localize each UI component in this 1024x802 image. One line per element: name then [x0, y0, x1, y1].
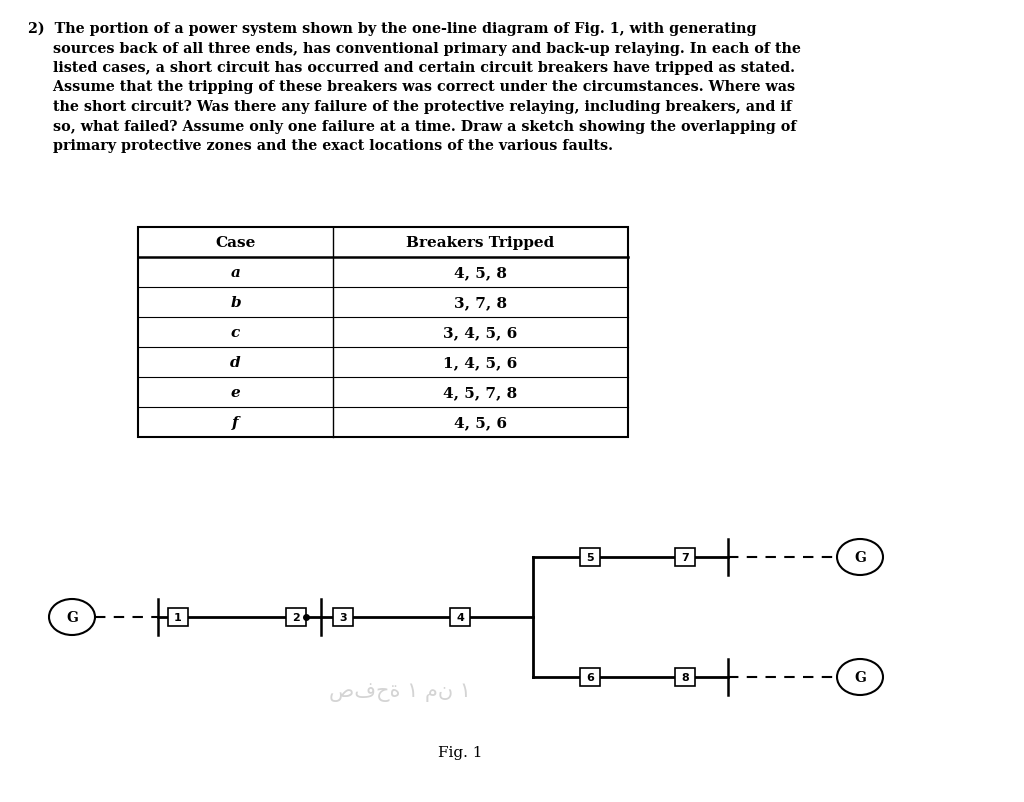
Text: صفحة ١ من ١: صفحة ١ من ١	[329, 681, 471, 701]
Ellipse shape	[49, 599, 95, 635]
Text: Fig. 1: Fig. 1	[437, 745, 482, 759]
Text: e: e	[230, 386, 241, 399]
Text: d: d	[230, 355, 241, 370]
Text: so, what failed? Assume only one failure at a time. Draw a sketch showing the ov: so, what failed? Assume only one failure…	[28, 119, 797, 133]
Text: 7: 7	[681, 553, 689, 562]
Text: listed cases, a short circuit has occurred and certain circuit breakers have tri: listed cases, a short circuit has occurr…	[28, 61, 795, 75]
Bar	[168, 608, 188, 626]
Text: Breakers Tripped: Breakers Tripped	[407, 236, 555, 249]
Text: 8: 8	[681, 672, 689, 683]
Text: primary protective zones and the exact locations of the various faults.: primary protective zones and the exact l…	[28, 139, 613, 153]
Bar	[450, 608, 470, 626]
Text: 4, 5, 8: 4, 5, 8	[454, 265, 507, 280]
Text: 3: 3	[339, 612, 347, 622]
Text: G: G	[67, 610, 78, 624]
Text: Case: Case	[215, 236, 256, 249]
Text: G: G	[854, 670, 866, 684]
Text: 4: 4	[456, 612, 464, 622]
Text: 6: 6	[586, 672, 594, 683]
Text: f: f	[232, 415, 239, 429]
Text: 1, 4, 5, 6: 1, 4, 5, 6	[443, 355, 517, 370]
Bar	[286, 608, 306, 626]
Text: 3, 7, 8: 3, 7, 8	[454, 296, 507, 310]
Text: Assume that the tripping of these breakers was correct under the circumstances. : Assume that the tripping of these breake…	[28, 80, 795, 95]
Text: 4, 5, 6: 4, 5, 6	[454, 415, 507, 429]
Text: b: b	[230, 296, 241, 310]
Bar	[580, 668, 600, 687]
Ellipse shape	[837, 659, 883, 695]
Bar	[675, 549, 695, 566]
Text: the short circuit? Was there any failure of the protective relaying, including b: the short circuit? Was there any failure…	[28, 100, 792, 114]
Text: 3, 4, 5, 6: 3, 4, 5, 6	[443, 326, 517, 339]
Text: a: a	[230, 265, 241, 280]
Bar	[138, 228, 628, 437]
Text: 2: 2	[292, 612, 300, 622]
Ellipse shape	[837, 539, 883, 575]
Bar	[580, 549, 600, 566]
Text: 5: 5	[586, 553, 594, 562]
Text: 4, 5, 7, 8: 4, 5, 7, 8	[443, 386, 517, 399]
Text: sources back of all three ends, has conventional primary and back-up relaying. I: sources back of all three ends, has conv…	[28, 42, 801, 55]
Text: G: G	[854, 550, 866, 565]
Text: c: c	[230, 326, 240, 339]
Text: 2)  The portion of a power system shown by the one-line diagram of Fig. 1, with : 2) The portion of a power system shown b…	[28, 22, 757, 36]
Bar	[333, 608, 353, 626]
Text: 1: 1	[174, 612, 182, 622]
Bar	[675, 668, 695, 687]
